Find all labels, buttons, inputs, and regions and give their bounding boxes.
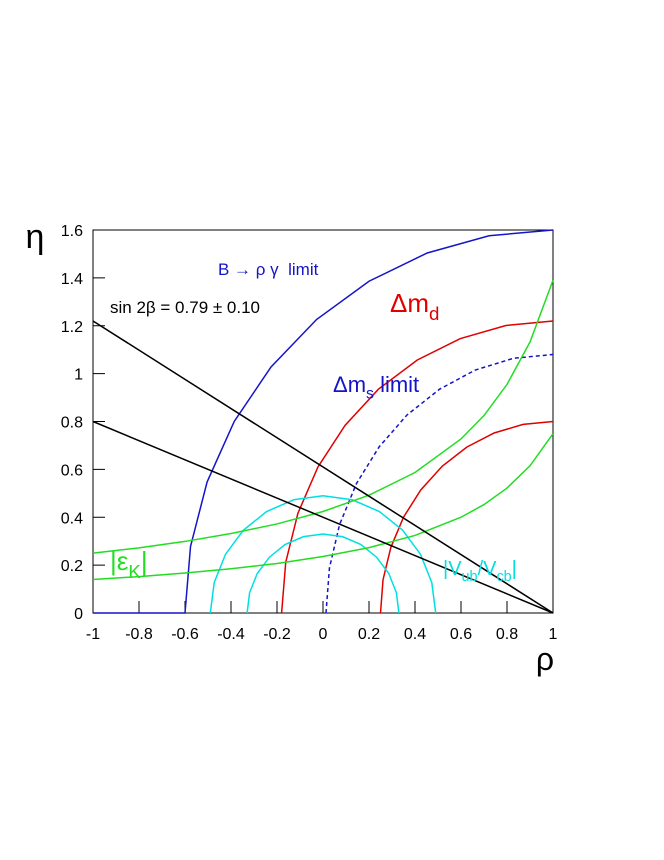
y-axis-label: η	[26, 218, 45, 256]
annotation-text: /V	[478, 558, 498, 580]
curve	[92, 320, 554, 614]
annotation: sin 2β = 0.79 ± 0.10	[110, 298, 260, 317]
annotation: Δmd	[390, 288, 439, 324]
curve	[93, 229, 554, 614]
y-tick-label: 0	[74, 606, 83, 623]
y-tick-label: 0.6	[61, 462, 83, 479]
y-tick-label: 0.8	[61, 415, 83, 432]
curve	[209, 494, 437, 614]
curve	[92, 433, 554, 581]
curve	[246, 533, 400, 614]
annotation-text: |	[512, 558, 517, 580]
x-tick-label: 1	[549, 626, 558, 643]
annotation-text: Δm	[333, 372, 366, 397]
y-tick-label: 1.6	[61, 223, 83, 240]
plot-frame	[92, 229, 554, 614]
y-tick-label: 1	[74, 367, 83, 384]
annotation-text: |ε	[110, 546, 129, 576]
annotation-subscript: K	[128, 561, 141, 582]
annotation-text: |V	[443, 558, 462, 580]
annotation: Δms limit	[333, 372, 419, 403]
annotation-text: sin 2β = 0.79 ± 0.10	[110, 298, 260, 317]
annotation-text: limit	[374, 372, 419, 397]
annotation-text: |	[141, 546, 148, 576]
annotation: |Vub/Vcb|	[443, 558, 517, 585]
annotation-subscript: cb	[496, 569, 511, 585]
x-tick-label: 0.8	[496, 626, 518, 643]
curve	[92, 280, 554, 554]
x-tick-label: -0.8	[125, 626, 153, 643]
annotation-text: B → ρ γ limit	[218, 260, 319, 279]
curve	[280, 320, 554, 614]
y-tick-label: 0.4	[61, 510, 83, 527]
annotation-subscript: s	[366, 386, 374, 403]
annotation-text: Δm	[390, 288, 429, 318]
annotation: |εK|	[110, 546, 148, 582]
y-tick-label: 1.4	[61, 271, 83, 288]
annotation-subscript: ub	[462, 569, 478, 585]
curve	[92, 420, 554, 614]
y-tick-label: 0.2	[61, 558, 83, 575]
x-tick-label: 0.6	[450, 626, 472, 643]
x-tick-label: -0.4	[217, 626, 245, 643]
x-tick-label: 0.4	[404, 626, 426, 643]
x-tick-label: -0.6	[171, 626, 199, 643]
x-tick-label: 0.2	[358, 626, 380, 643]
y-tick-label: 1.2	[61, 319, 83, 336]
curve	[379, 420, 554, 614]
x-tick-label: -1	[86, 626, 100, 643]
annotation-subscript: d	[429, 303, 439, 324]
annotation: B → ρ γ limit	[218, 260, 319, 279]
x-axis-label: ρ	[536, 641, 554, 677]
x-tick-label: -0.2	[263, 626, 291, 643]
x-tick-label: 0	[319, 626, 328, 643]
curve	[325, 353, 554, 614]
